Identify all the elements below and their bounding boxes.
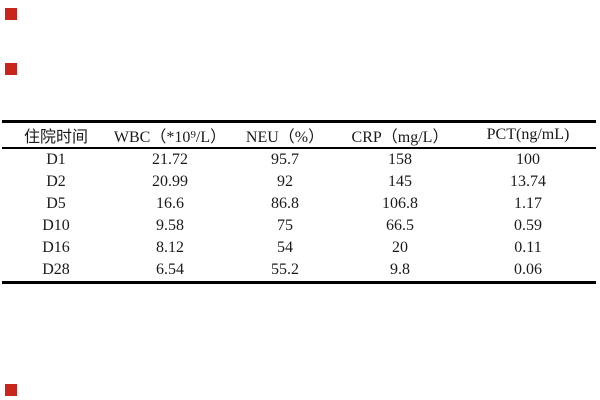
table-row: D2 20.99 92 145 13.74 [2,171,596,193]
col-header-neu: NEU（%） [230,121,340,149]
cell-crp: 145 [388,173,412,190]
table-row: D16 8.12 54 20 0.11 [2,237,596,259]
cell-pct: 0.11 [514,239,542,256]
header-row: 住院时间 WBC（*10⁹/L） NEU（%） CRP（mg/L） PCT(ng… [2,121,596,149]
cell-day: D2 [46,173,66,190]
cell-pct: 0.06 [514,261,542,278]
cell-day: D5 [46,195,66,212]
cell-crp: 158 [388,151,412,168]
red-square-marker-top [5,8,17,20]
cell-crp: 9.8 [390,261,410,278]
cell-neu: 95.7 [271,151,299,168]
table-row: D28 6.54 55.2 9.8 0.06 [2,259,596,283]
cell-neu: 75 [277,217,293,234]
cell-crp: 66.5 [386,217,414,234]
cell-wbc: 9.58 [156,217,184,234]
table-row: D10 9.58 75 66.5 0.59 [2,215,596,237]
cell-neu: 86.8 [271,195,299,212]
col-header-crp: CRP（mg/L） [340,121,460,149]
cell-day: D16 [42,239,70,256]
table-row: D1 21.72 95.7 158 100 [2,148,596,171]
lab-results-table: 住院时间 WBC（*10⁹/L） NEU（%） CRP（mg/L） PCT(ng… [2,120,596,284]
cell-crp: 20 [392,239,408,256]
cell-pct: 100 [516,151,540,168]
cell-neu: 55.2 [271,261,299,278]
red-square-marker-bottom [5,384,17,396]
cell-pct: 1.17 [514,195,542,212]
cell-day: D28 [42,261,70,278]
cell-crp: 106.8 [382,195,418,212]
cell-wbc: 8.12 [156,239,184,256]
cell-neu: 54 [277,239,293,256]
col-header-wbc: WBC（*10⁹/L） [110,121,230,149]
cell-neu: 92 [277,173,293,190]
cell-day: D10 [42,217,70,234]
cell-wbc: 20.99 [152,173,188,190]
cell-wbc: 16.6 [156,195,184,212]
cell-wbc: 6.54 [156,261,184,278]
col-header-pct: PCT(ng/mL) [460,121,596,149]
red-square-marker-upper [5,63,17,75]
col-header-hospital-day: 住院时间 [2,121,110,149]
cell-pct: 0.59 [514,217,542,234]
cell-pct: 13.74 [510,173,546,190]
table-row: D5 16.6 86.8 106.8 1.17 [2,193,596,215]
cell-day: D1 [46,151,66,168]
cell-wbc: 21.72 [152,151,188,168]
